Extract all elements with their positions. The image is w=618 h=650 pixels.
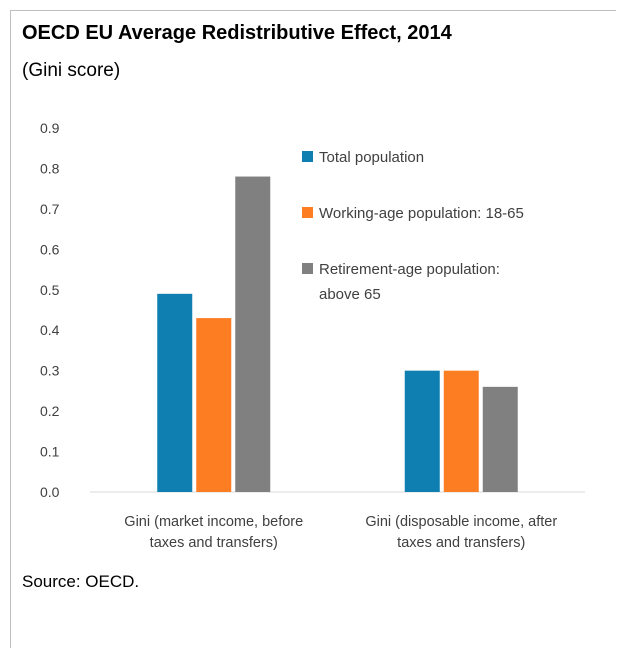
legend-swatch [302,151,313,162]
legend-label: Retirement-age population: above 65 [319,261,500,303]
chart-frame [10,10,616,648]
y-tick-label: 0.8 [40,160,60,176]
bar [482,386,518,492]
legend-label: Total population [319,149,424,166]
y-tick-label: 0.3 [40,363,60,379]
legend-swatch [302,263,313,274]
y-tick-label: 0.2 [40,403,60,419]
y-tick-label: 0.9 [40,120,60,136]
y-tick-label: 0.5 [40,282,60,298]
y-tick-label: 0.4 [40,322,60,338]
chart-title: OECD EU Average Redistributive Effect, 2… [22,22,452,44]
bar [157,293,193,492]
source-note: Source: OECD. [22,572,140,591]
y-tick-label: 0.6 [40,241,60,257]
legend-swatch [302,207,313,218]
x-category-label: Gini (market income, before taxes and tra… [124,514,303,551]
x-category-label: Gini (disposable income, after taxes and … [365,514,557,551]
y-tick-label: 0.1 [40,444,60,460]
legend-label: Working-age population: 18-65 [319,205,524,222]
y-tick-label: 0.7 [40,201,60,217]
chart-subtitle: (Gini score) [22,60,121,81]
y-tick-label: 0.0 [40,484,60,500]
bar [404,370,440,492]
bar [196,318,232,492]
bar [443,370,479,492]
bar [235,176,271,493]
